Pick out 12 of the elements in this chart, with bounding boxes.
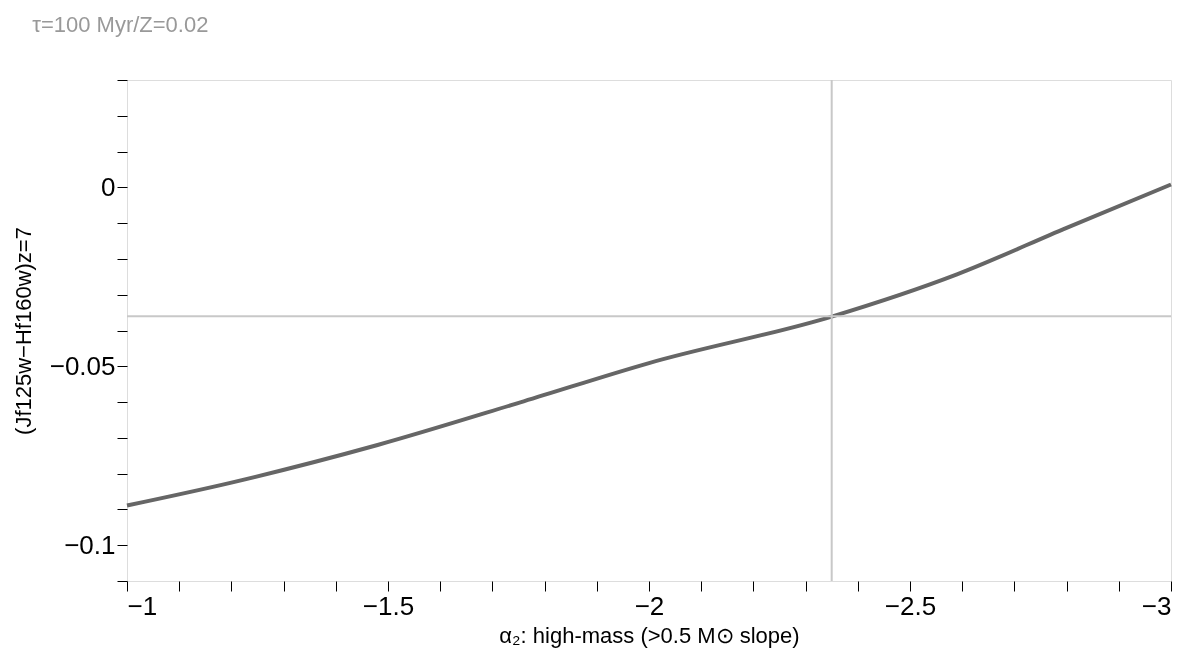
y-axis-title: (Jf125w−Hf160w)z=7 xyxy=(10,227,36,435)
x-tick-label: −3 xyxy=(1141,590,1172,621)
chart-title: τ=100 Myr/Z=0.02 xyxy=(32,12,209,37)
x-tick-label: −1 xyxy=(127,590,158,621)
y-tick-label: −0.1 xyxy=(64,529,116,560)
x-tick-label: −1.5 xyxy=(362,590,415,621)
y-tick-label: −0.05 xyxy=(49,350,116,381)
x-tick-label: −2.5 xyxy=(884,590,937,621)
line-series xyxy=(125,182,1173,508)
x-tick-label: −2 xyxy=(634,590,665,621)
x-axis-title: α₂: high-mass (>0.5 M⊙ slope) xyxy=(499,622,800,648)
y-tick-label: 0 xyxy=(101,171,116,202)
